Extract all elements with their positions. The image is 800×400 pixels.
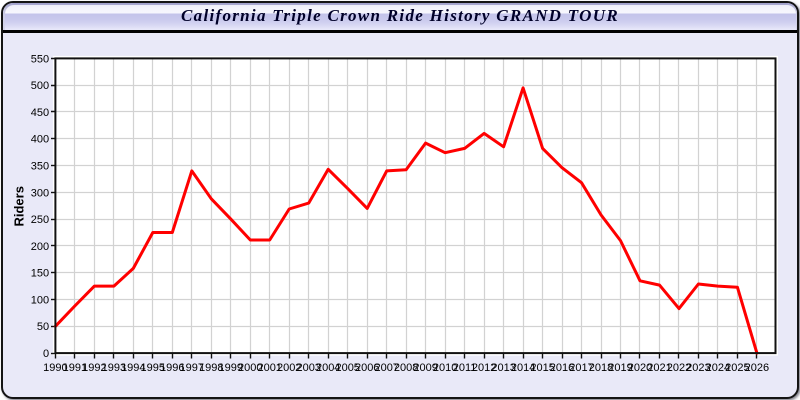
svg-text:2019: 2019 bbox=[608, 362, 632, 374]
svg-text:350: 350 bbox=[31, 161, 49, 173]
svg-text:2001: 2001 bbox=[257, 362, 281, 374]
svg-text:2018: 2018 bbox=[589, 362, 613, 374]
svg-text:2014: 2014 bbox=[511, 362, 535, 374]
svg-text:2005: 2005 bbox=[335, 362, 359, 374]
svg-text:1990: 1990 bbox=[43, 362, 67, 374]
svg-text:2016: 2016 bbox=[550, 362, 574, 374]
svg-text:2021: 2021 bbox=[647, 362, 671, 374]
svg-text:2020: 2020 bbox=[628, 362, 652, 374]
svg-text:450: 450 bbox=[31, 107, 49, 119]
svg-text:1998: 1998 bbox=[199, 362, 223, 374]
svg-text:2003: 2003 bbox=[296, 362, 320, 374]
svg-text:550: 550 bbox=[31, 53, 49, 65]
svg-text:2010: 2010 bbox=[433, 362, 457, 374]
svg-text:2025: 2025 bbox=[725, 362, 749, 374]
svg-text:2006: 2006 bbox=[355, 362, 379, 374]
svg-text:1999: 1999 bbox=[219, 362, 243, 374]
svg-text:2022: 2022 bbox=[667, 362, 691, 374]
svg-text:0: 0 bbox=[43, 348, 49, 360]
svg-text:2012: 2012 bbox=[472, 362, 496, 374]
svg-text:1996: 1996 bbox=[160, 362, 184, 374]
svg-text:250: 250 bbox=[31, 214, 49, 226]
svg-text:50: 50 bbox=[37, 321, 49, 333]
svg-text:1991: 1991 bbox=[63, 362, 87, 374]
svg-text:150: 150 bbox=[31, 268, 49, 280]
svg-text:2008: 2008 bbox=[394, 362, 418, 374]
svg-text:1994: 1994 bbox=[121, 362, 145, 374]
svg-text:2009: 2009 bbox=[413, 362, 437, 374]
svg-text:2015: 2015 bbox=[530, 362, 554, 374]
svg-text:1995: 1995 bbox=[141, 362, 165, 374]
svg-text:Riders: Riders bbox=[11, 186, 26, 226]
svg-text:200: 200 bbox=[31, 241, 49, 253]
svg-text:2013: 2013 bbox=[491, 362, 515, 374]
svg-text:2024: 2024 bbox=[706, 362, 730, 374]
svg-text:2017: 2017 bbox=[569, 362, 593, 374]
svg-text:2004: 2004 bbox=[316, 362, 340, 374]
svg-text:1993: 1993 bbox=[102, 362, 126, 374]
svg-text:1997: 1997 bbox=[180, 362, 204, 374]
svg-text:2023: 2023 bbox=[686, 362, 710, 374]
svg-text:2026: 2026 bbox=[745, 362, 769, 374]
svg-text:2011: 2011 bbox=[453, 362, 477, 374]
svg-text:2007: 2007 bbox=[374, 362, 398, 374]
svg-text:2000: 2000 bbox=[238, 362, 262, 374]
svg-text:1992: 1992 bbox=[82, 362, 106, 374]
svg-text:300: 300 bbox=[31, 187, 49, 199]
svg-text:500: 500 bbox=[31, 80, 49, 92]
svg-text:100: 100 bbox=[31, 294, 49, 306]
svg-text:400: 400 bbox=[31, 134, 49, 146]
svg-text:2002: 2002 bbox=[277, 362, 301, 374]
